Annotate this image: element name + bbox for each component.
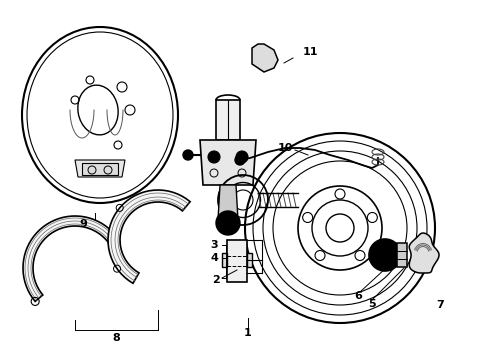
Circle shape [208,151,220,163]
Text: 8: 8 [112,333,120,343]
Circle shape [377,247,393,263]
Circle shape [369,239,401,271]
Polygon shape [252,44,278,72]
Polygon shape [75,160,125,177]
Bar [227,240,247,282]
Text: 5: 5 [368,299,376,309]
Text: 11: 11 [302,47,318,57]
Text: 4: 4 [210,253,218,263]
Text: 2: 2 [212,275,220,285]
Circle shape [235,155,245,165]
Text: 7: 7 [436,300,444,310]
Circle shape [183,150,193,160]
Bar [247,253,252,267]
Bar [222,253,227,267]
Bar [216,100,240,140]
Polygon shape [409,233,439,273]
Text: 3: 3 [210,240,218,250]
Polygon shape [23,216,120,301]
Bar [397,243,407,267]
Bar [82,163,118,175]
Text: 1: 1 [244,328,252,338]
Polygon shape [108,190,190,283]
Circle shape [216,211,240,235]
Text: 6: 6 [354,291,362,301]
Polygon shape [200,140,256,185]
Polygon shape [218,185,238,220]
Text: 10: 10 [277,143,293,153]
Circle shape [236,151,248,163]
Text: 9: 9 [79,219,87,229]
